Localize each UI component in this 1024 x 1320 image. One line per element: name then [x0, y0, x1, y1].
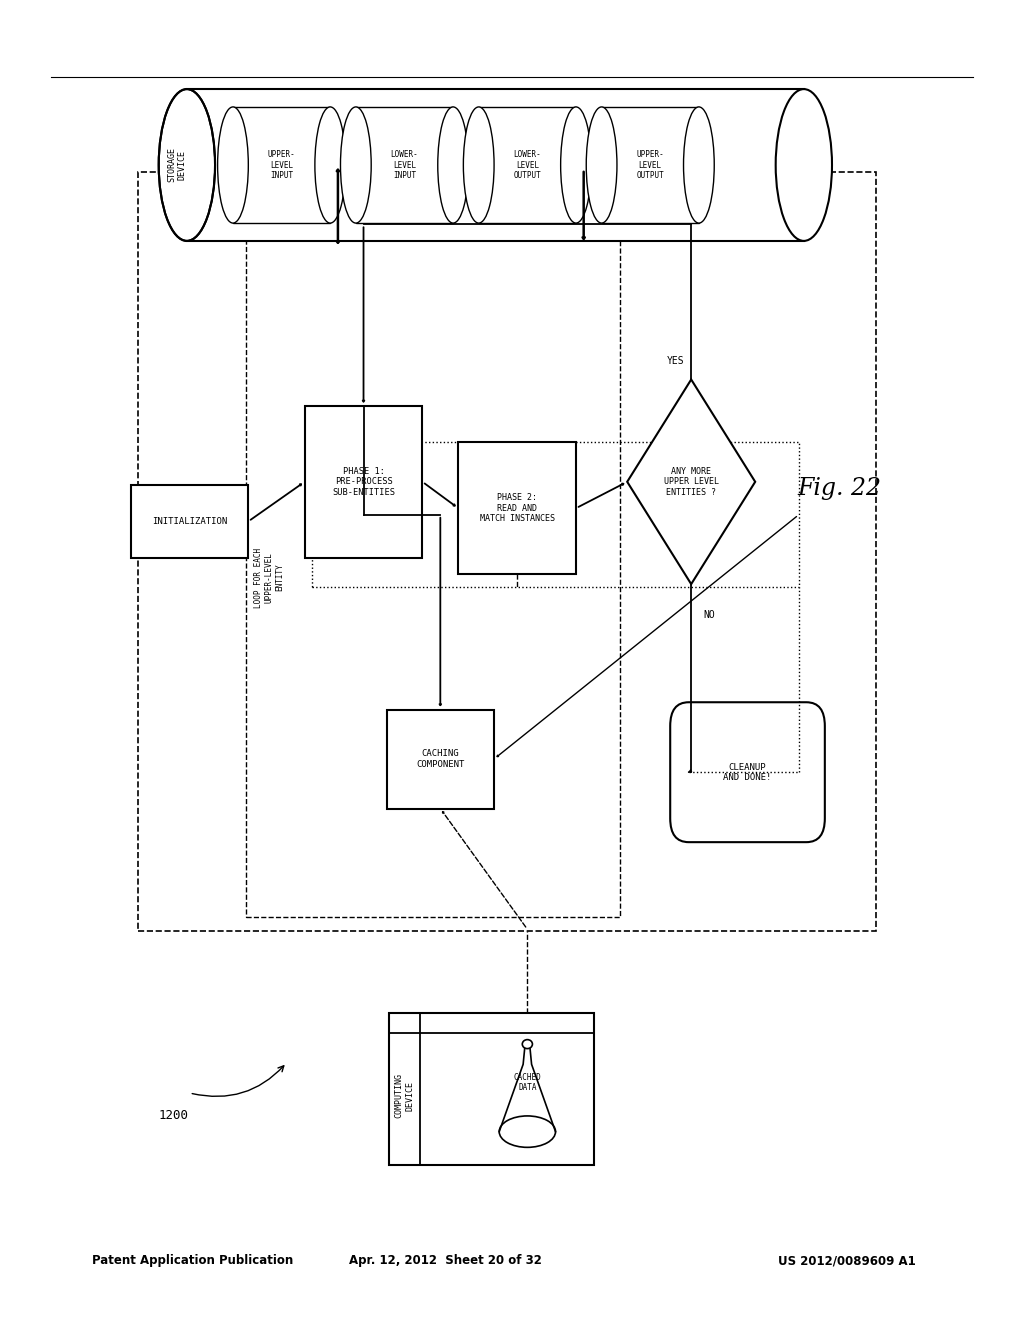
Text: 1200: 1200 [159, 1109, 188, 1122]
Bar [312, 442, 799, 587]
Ellipse shape [340, 107, 371, 223]
Bar [131, 484, 248, 557]
Bar [305, 407, 422, 557]
Text: US 2012/0089609 A1: US 2012/0089609 A1 [778, 1254, 916, 1267]
Bar [186, 90, 804, 242]
Ellipse shape [500, 1115, 555, 1147]
Ellipse shape [561, 107, 592, 223]
Ellipse shape [522, 1040, 532, 1048]
Text: LOWER-
LEVEL
OUTPUT: LOWER- LEVEL OUTPUT [513, 150, 542, 180]
Text: UPPER-
LEVEL
INPUT: UPPER- LEVEL INPUT [267, 150, 296, 180]
Text: Patent Application Publication: Patent Application Publication [92, 1254, 294, 1267]
Ellipse shape [683, 107, 714, 223]
Bar [356, 107, 453, 223]
Ellipse shape [159, 88, 215, 242]
Text: Fig. 22: Fig. 22 [798, 477, 882, 500]
Text: STORAGE
DEVICE: STORAGE DEVICE [167, 148, 186, 182]
Bar [459, 442, 575, 574]
Ellipse shape [438, 107, 469, 223]
Text: LOWER-
LEVEL
INPUT: LOWER- LEVEL INPUT [390, 150, 419, 180]
Text: CACHING
COMPONENT: CACHING COMPONENT [416, 750, 465, 768]
Text: ANY MORE
UPPER LEVEL
ENTITIES ?: ANY MORE UPPER LEVEL ENTITIES ? [664, 467, 719, 496]
Bar [601, 107, 698, 223]
Text: LOOP FOR EACH
UPPER-LEVEL
ENTITY: LOOP FOR EACH UPPER-LEVEL ENTITY [254, 548, 284, 607]
Ellipse shape [775, 88, 831, 242]
Ellipse shape [586, 107, 616, 223]
FancyBboxPatch shape [670, 702, 825, 842]
Ellipse shape [217, 107, 248, 223]
Text: Apr. 12, 2012  Sheet 20 of 32: Apr. 12, 2012 Sheet 20 of 32 [349, 1254, 542, 1267]
Text: CACHED
DATA: CACHED DATA [513, 1073, 542, 1092]
Text: COMPUTING
DEVICE: COMPUTING DEVICE [395, 1073, 414, 1118]
Ellipse shape [463, 107, 494, 223]
Polygon shape [627, 380, 756, 583]
Text: NO: NO [703, 610, 715, 620]
Bar [232, 107, 330, 223]
Text: PHASE 1:
PRE-PROCESS
SUB-ENTITIES: PHASE 1: PRE-PROCESS SUB-ENTITIES [332, 467, 395, 496]
Bar [246, 238, 620, 917]
Text: INITIALIZATION: INITIALIZATION [152, 517, 227, 525]
Bar [387, 710, 494, 808]
Text: UPPER-
LEVEL
OUTPUT: UPPER- LEVEL OUTPUT [636, 150, 665, 180]
Bar [389, 1014, 594, 1166]
Text: CLEANUP
AND DONE!: CLEANUP AND DONE! [723, 763, 772, 781]
Text: YES: YES [667, 355, 685, 366]
Bar [138, 172, 876, 931]
Bar [478, 107, 575, 223]
Ellipse shape [315, 107, 346, 223]
Text: PHASE 2:
READ AND
MATCH INSTANCES: PHASE 2: READ AND MATCH INSTANCES [479, 494, 555, 523]
